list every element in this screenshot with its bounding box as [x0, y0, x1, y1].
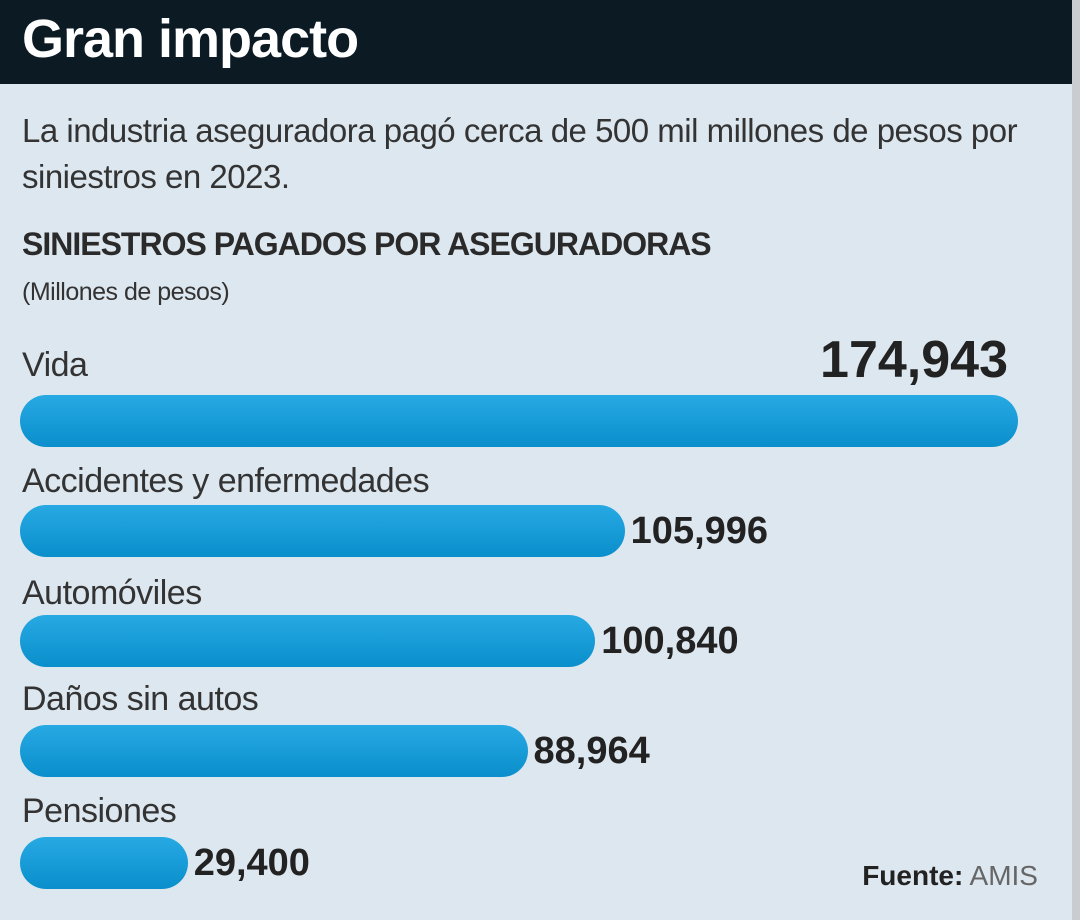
category-label: Accidentes y enfermedades: [22, 462, 430, 500]
header-bar: Gran impacto: [0, 0, 1072, 84]
category-label: Automóviles: [22, 574, 202, 612]
bar: [20, 615, 596, 667]
bar: [20, 725, 528, 777]
value-label: 88,964: [533, 730, 650, 772]
source-note: Fuente: AMIS: [862, 860, 1038, 892]
category-label: Vida: [22, 346, 88, 384]
bar: [20, 505, 625, 557]
bar: [20, 837, 188, 889]
chart-title: SINIESTROS PAGADOS POR ASEGURADORAS: [22, 226, 712, 262]
value-label: 100,840: [601, 620, 739, 662]
bar: [20, 395, 1018, 447]
page-title: Gran impacto: [22, 9, 359, 69]
category-label: Daños sin autos: [22, 680, 259, 718]
subtitle: La industria aseguradora pagó cerca de 5…: [22, 112, 1018, 195]
value-label: 29,400: [193, 842, 310, 884]
source-label: Fuente:: [862, 860, 964, 891]
source-value: AMIS: [969, 860, 1038, 891]
category-label: Pensiones: [22, 792, 177, 830]
right-edge: [1072, 0, 1080, 920]
chart-units: (Millones de pesos): [22, 278, 230, 306]
value-label: 174,943: [820, 331, 1008, 389]
value-label: 105,996: [630, 510, 769, 552]
